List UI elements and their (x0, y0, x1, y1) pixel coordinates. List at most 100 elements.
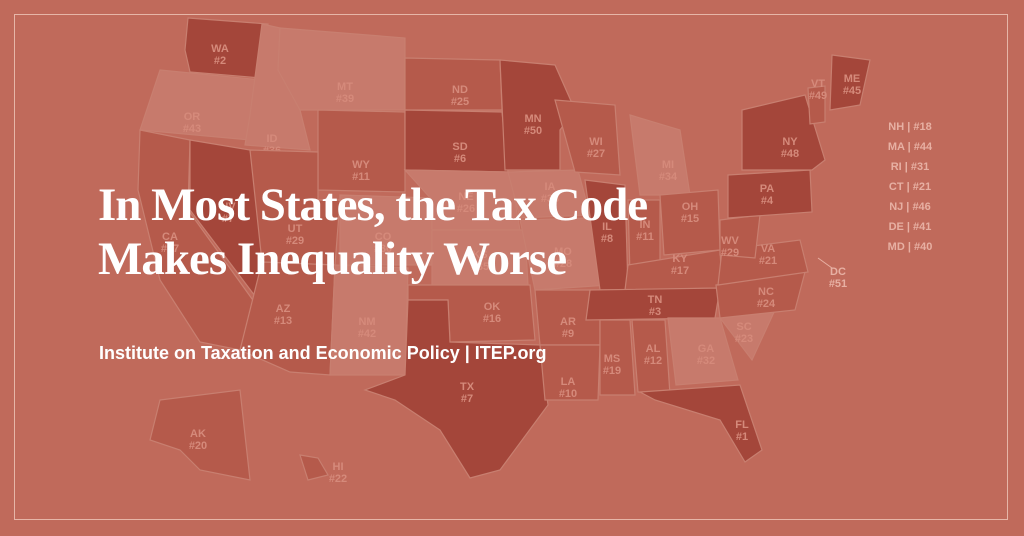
state-label-ar: AR #9 (560, 316, 576, 340)
state-abbr: FL (735, 419, 749, 431)
state-shape-pa (727, 169, 813, 219)
state-shape-vt (807, 85, 826, 125)
state-ga: GA #32 (667, 317, 739, 386)
state-rank: #7 (461, 393, 473, 405)
state-il: IL #8 (584, 179, 629, 291)
state-oh: OH #15 (659, 189, 721, 256)
state-me: ME #45 (829, 54, 871, 111)
state-label-tx: TX #7 (460, 381, 475, 405)
state-label-me: ME #45 (843, 73, 861, 97)
state-rank: #43 (183, 123, 201, 135)
state-abbr: NE (458, 191, 473, 203)
state-label-sd: SD #6 (452, 141, 467, 165)
state-rank: #6 (454, 153, 466, 165)
state-nd: ND #25 (404, 57, 503, 111)
state-label-pa: PA #4 (760, 183, 775, 207)
state-rank: #12 (644, 355, 662, 367)
state-shape-az (239, 261, 336, 376)
state-rank: #15 (681, 213, 699, 225)
small-state-md: MD | #40 (888, 241, 933, 253)
state-rank: #13 (274, 315, 292, 327)
state-ne: NE #26 (403, 169, 521, 231)
state-ar: AR #9 (534, 289, 601, 346)
state-abbr: WV (721, 235, 739, 247)
state-rank: #9 (562, 328, 574, 340)
state-label-ut: UT #29 (286, 223, 304, 247)
state-shape-mn (499, 59, 576, 171)
state-rank: #50 (524, 125, 542, 137)
state-rank: #1 (736, 431, 748, 443)
state-label-mi: MI #34 (659, 159, 678, 183)
state-mn: MN #50 (499, 59, 576, 171)
state-wy: WY #11 (317, 109, 406, 193)
dc-abbr: DC (830, 266, 846, 278)
state-abbr: WA (211, 43, 229, 55)
state-shape-tx (363, 299, 549, 479)
state-rank: #20 (189, 440, 207, 452)
state-wa: WA #2 (184, 17, 269, 79)
state-shape-ny (741, 94, 826, 171)
state-fl: FL #1 (637, 384, 763, 463)
state-label-ak: AK #20 (189, 428, 207, 452)
state-rank: #42 (358, 328, 376, 340)
state-abbr: MN (524, 113, 541, 125)
state-abbr: IL (602, 221, 612, 233)
state-abbr: SC (736, 321, 751, 333)
state-shape-la (539, 344, 601, 401)
state-wi: WI #27 (554, 99, 621, 176)
state-abbr: AL (646, 343, 661, 355)
state-label-ms: MS #19 (603, 353, 621, 377)
state-label-ky: KY #17 (671, 253, 689, 277)
state-abbr: GA (698, 343, 715, 355)
small-state-de: DE | #41 (889, 221, 932, 233)
state-rank: #2 (214, 55, 226, 67)
state-rank: #39 (336, 93, 354, 105)
state-label-al: AL #12 (644, 343, 662, 367)
state-rank: #21 (759, 255, 777, 267)
state-rank: #29 (286, 235, 304, 247)
state-label-il: IL #8 (601, 221, 613, 245)
state-mi: MI #34 (629, 114, 691, 196)
state-abbr: MI (662, 159, 674, 171)
state-ok: OK #16 (407, 284, 536, 343)
state-rank: #24 (757, 298, 776, 310)
state-abbr: KS (472, 249, 487, 261)
state-mo: MO #28 (519, 217, 611, 291)
state-ut: UT #29 (249, 149, 341, 266)
state-shape-mt (277, 27, 406, 111)
state-abbr: NC (758, 286, 774, 298)
state-abbr: HI (333, 461, 344, 473)
state-abbr: MO (554, 246, 572, 258)
state-rank: #28 (554, 258, 572, 270)
state-label-ne: NE #26 (457, 191, 475, 215)
state-rank: #27 (587, 148, 605, 160)
state-label-wa: WA #2 (211, 43, 229, 67)
state-label-az: AZ #13 (274, 303, 292, 327)
state-abbr: WY (352, 159, 370, 171)
state-abbr: ME (844, 73, 861, 85)
state-label-tn: TN #3 (648, 294, 663, 318)
state-abbr: MS (604, 353, 621, 365)
state-ms: MS #19 (599, 319, 636, 396)
title-line-2: Makes Inequality Worse (98, 233, 567, 285)
state-abbr: VT (811, 78, 825, 90)
state-sd: SD #6 (404, 109, 509, 173)
state-abbr: OK (484, 301, 501, 313)
small-state-nh: NH | #18 (888, 121, 931, 133)
subtitle: Institute on Taxation and Economic Polic… (99, 343, 547, 363)
title-line-1: In Most States, the Tax Code (98, 179, 648, 231)
state-ny: NY #48 (741, 94, 826, 171)
state-rank: #16 (483, 313, 501, 325)
state-label-ia: IA #33 (541, 181, 559, 205)
state-abbr: PA (760, 183, 775, 195)
state-rank: #33 (541, 193, 559, 205)
state-label-mn: MN #50 (524, 113, 542, 137)
state-abbr: NV (220, 201, 236, 213)
state-rank: #3 (649, 306, 661, 318)
state-nc: NC #24 (715, 271, 806, 319)
state-shape-wi (554, 99, 621, 176)
state-abbr: NM (358, 316, 375, 328)
state-shape-wa (184, 17, 269, 79)
